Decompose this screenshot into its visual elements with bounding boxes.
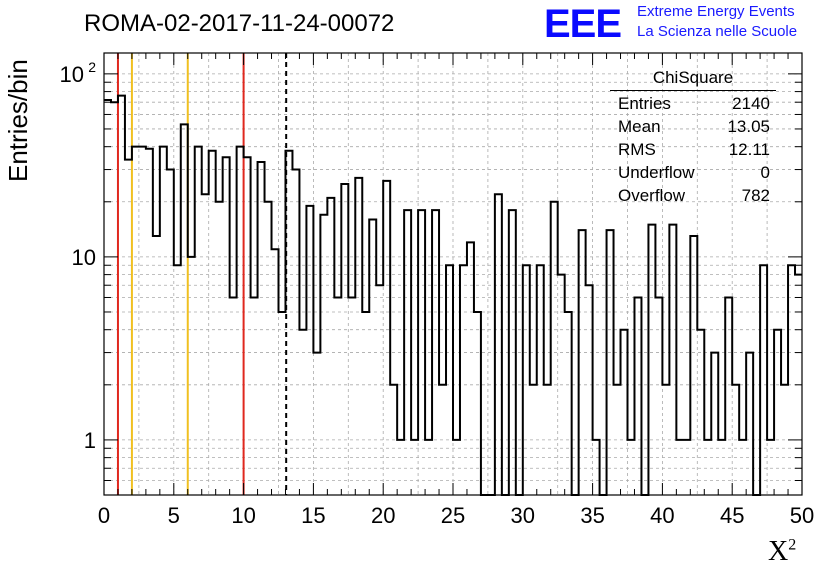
stats-value: 12.11 [728, 140, 770, 159]
stats-title: ChiSquare [610, 68, 776, 91]
y-axis-label: Entries/bin [3, 59, 33, 182]
y-tick-label-exponent: 2 [88, 59, 96, 75]
stats-value: 782 [741, 186, 770, 205]
y-tick-label: 10 [60, 62, 84, 87]
x-tick-label: 20 [371, 503, 395, 528]
y-tick-label: 1 [84, 428, 96, 453]
stats-label: Underflow [618, 163, 695, 182]
stats-row-entries: Entries 2140 [610, 92, 776, 115]
x-tick-label: 25 [441, 503, 465, 528]
logo-subtitle-2: La Scienza nelle Scuole [637, 23, 798, 40]
chart-title: ROMA-02-2017-11-24-00072 [84, 10, 395, 37]
logo-subtitle-1: Extreme Energy Events [637, 3, 795, 20]
x-tick-label: 40 [650, 503, 674, 528]
stats-row-underflow: Underflow 0 [610, 161, 776, 184]
x-tick-label: 50 [790, 503, 814, 528]
x-tick-label: 15 [301, 503, 325, 528]
x-tick-label: 0 [98, 503, 110, 528]
y-tick-label: 10 [72, 245, 96, 270]
x-tick-label: 10 [231, 503, 255, 528]
stats-label: RMS [618, 140, 656, 159]
eee-logo-icon: EEE [544, 2, 622, 46]
stats-row-mean: Mean 13.05 [610, 115, 776, 138]
x-axis-label: X2 [768, 536, 797, 567]
stats-box: ChiSquare Entries 2140 Mean 13.05 RMS 12… [610, 68, 776, 207]
stats-label: Overflow [618, 186, 686, 205]
stats-value: 13.05 [727, 117, 770, 136]
stats-value: 2140 [732, 94, 770, 113]
x-tick-label: 30 [511, 503, 535, 528]
stats-row-overflow: Overflow 782 [610, 184, 776, 207]
stats-label: Entries [618, 94, 671, 113]
x-tick-label: 45 [720, 503, 744, 528]
stats-value: 0 [760, 163, 770, 182]
x-tick-label: 5 [168, 503, 180, 528]
stats-label: Mean [618, 117, 661, 136]
x-tick-label: 35 [580, 503, 604, 528]
histogram-series [104, 94, 802, 496]
stats-row-rms: RMS 12.11 [610, 138, 776, 161]
